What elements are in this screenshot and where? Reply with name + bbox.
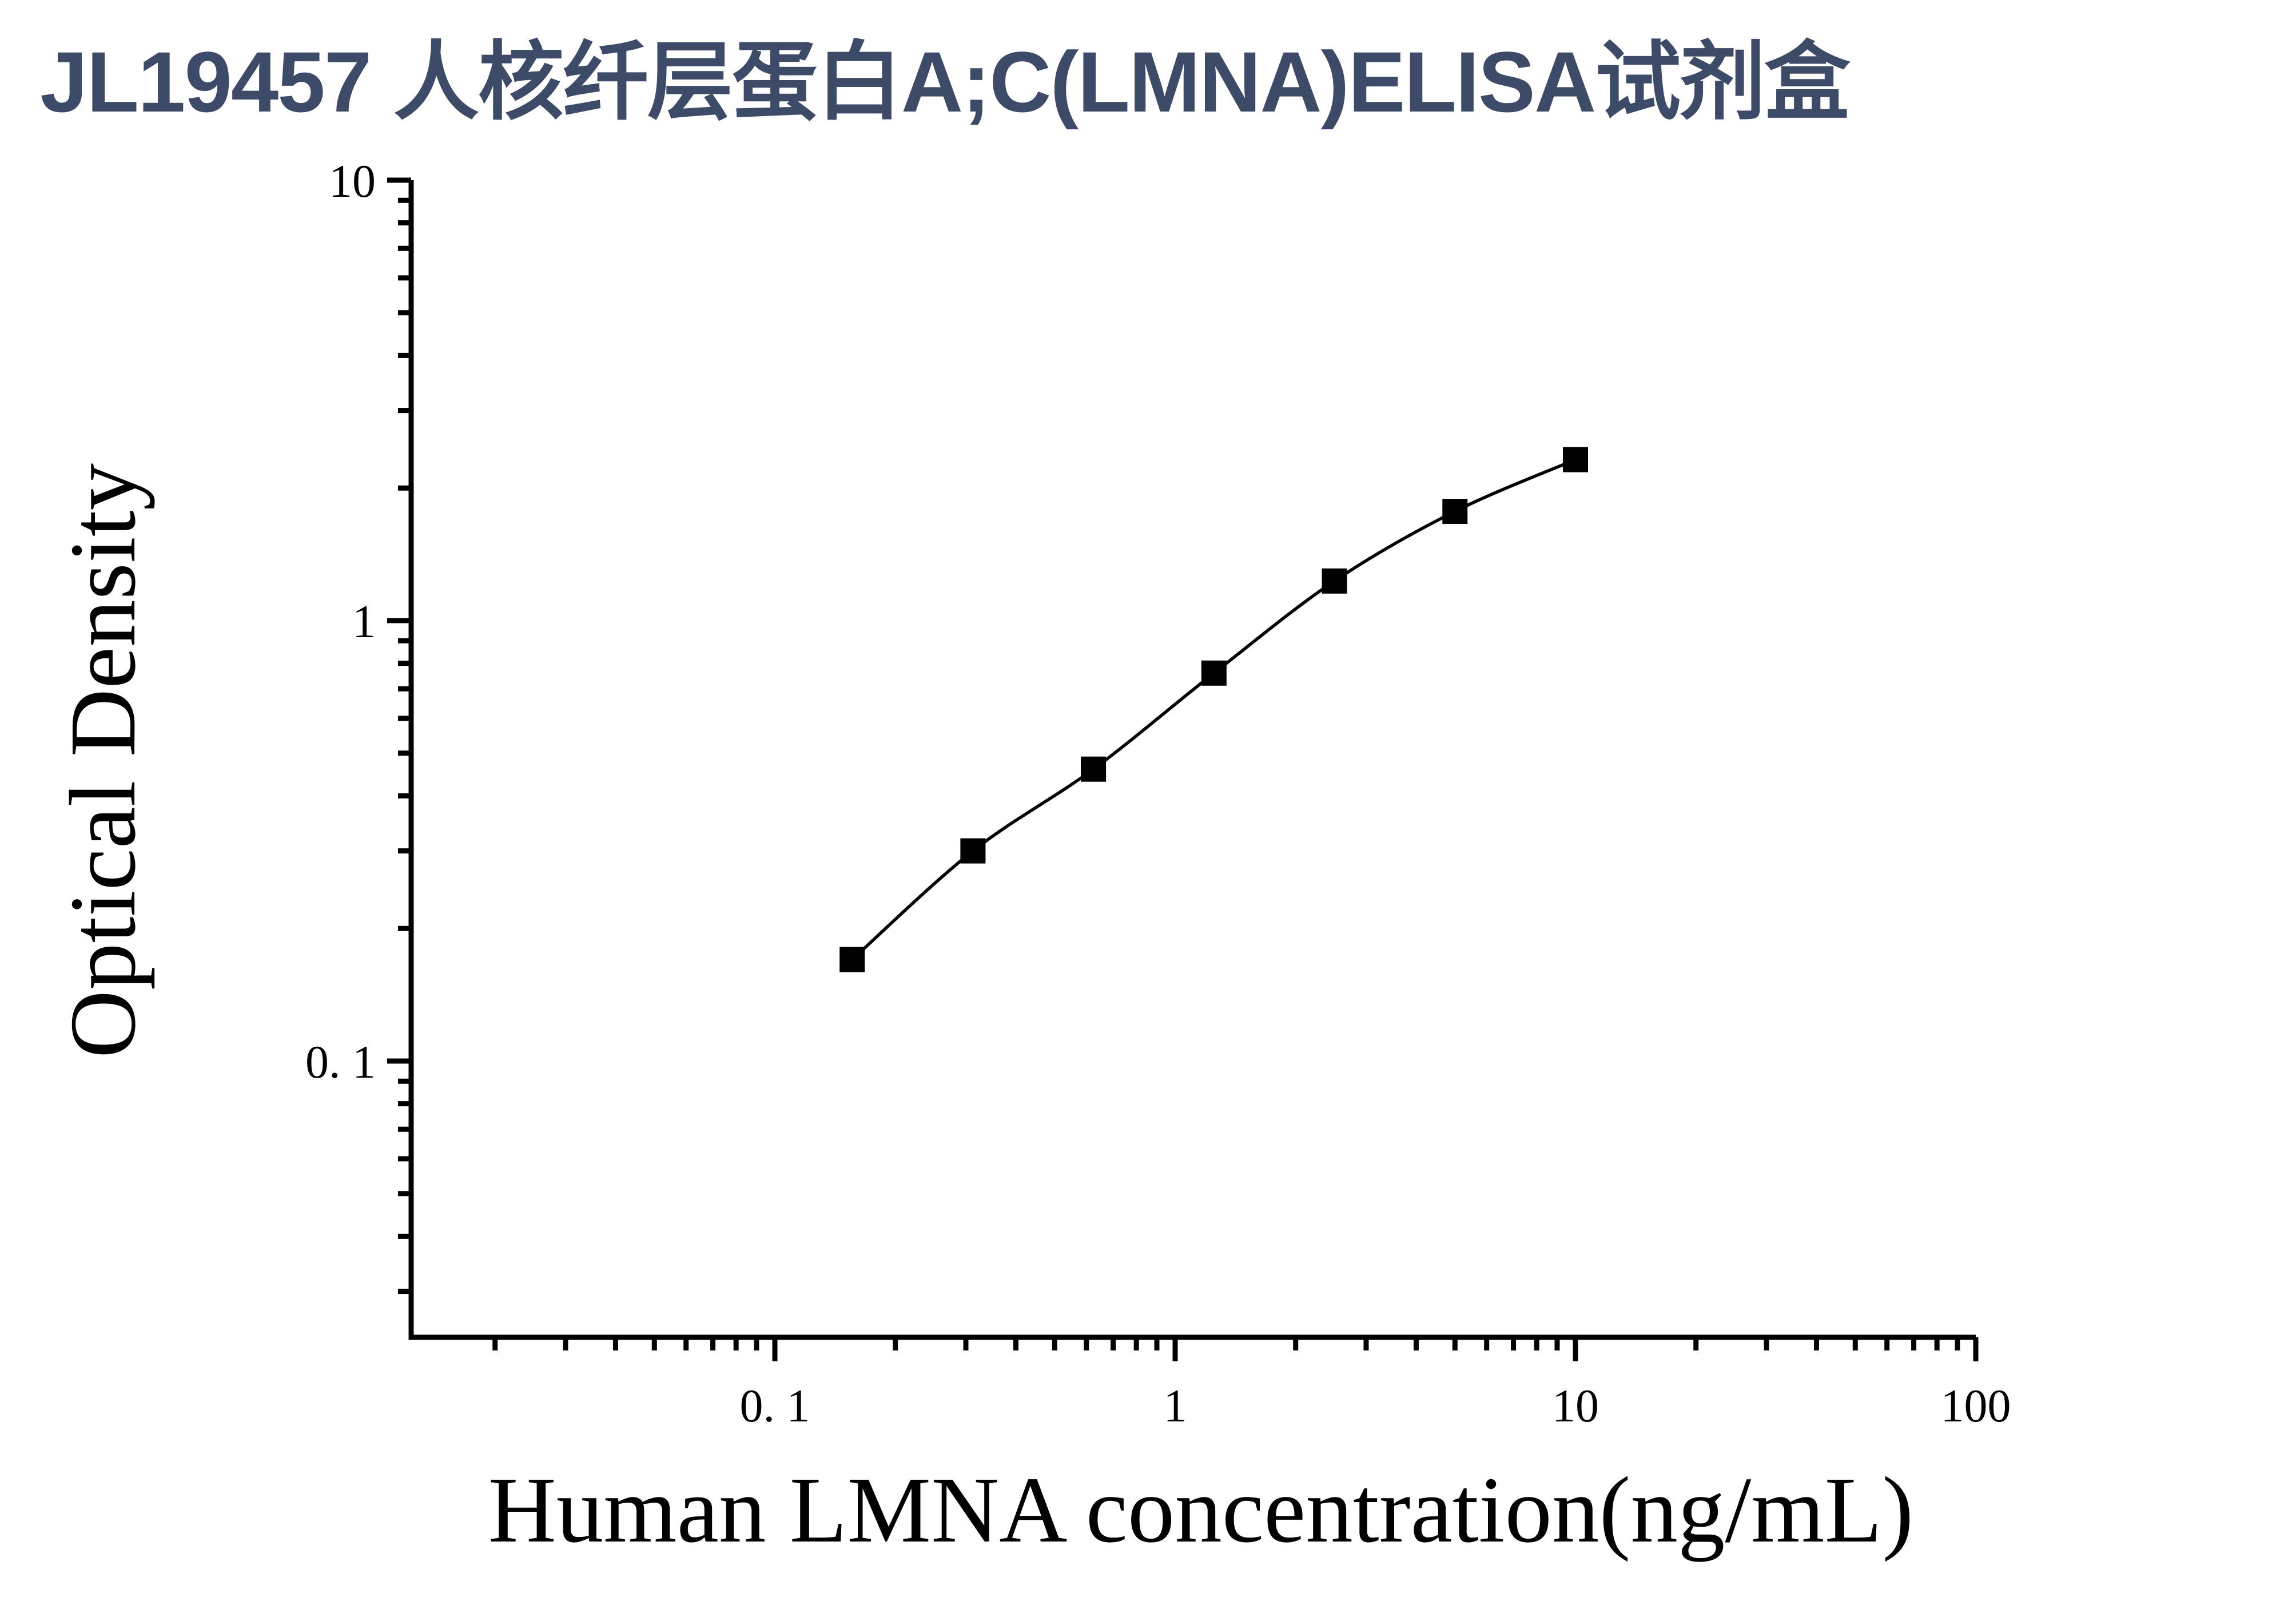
y-tick-label: 0. 1: [305, 1036, 376, 1088]
page-title: JL19457 人核纤层蛋白A;C(LMNA)ELISA试剂盒: [40, 34, 1850, 130]
y-tick-label: 1: [352, 595, 376, 647]
data-point-marker: [1563, 447, 1588, 472]
data-point-marker: [1201, 660, 1227, 686]
y-axis-title: Optical Density: [50, 463, 155, 1059]
data-point-marker: [960, 838, 986, 864]
x-tick-label: 1: [1164, 1380, 1187, 1432]
data-point-marker: [839, 947, 865, 972]
x-axis-title: Human LMNA concentration(ng/mL): [488, 1457, 1914, 1562]
data-point-marker: [1322, 568, 1347, 594]
axes-frame: [408, 180, 1976, 1340]
x-tick-label: 0. 1: [740, 1380, 810, 1432]
x-tick-label: 10: [1552, 1380, 1599, 1432]
data-point-marker: [1081, 756, 1107, 782]
data-point-marker: [1442, 499, 1468, 525]
y-tick-label: 10: [329, 155, 376, 207]
standard-curve-line: [851, 458, 1577, 961]
x-tick-label: 100: [1941, 1380, 2011, 1432]
